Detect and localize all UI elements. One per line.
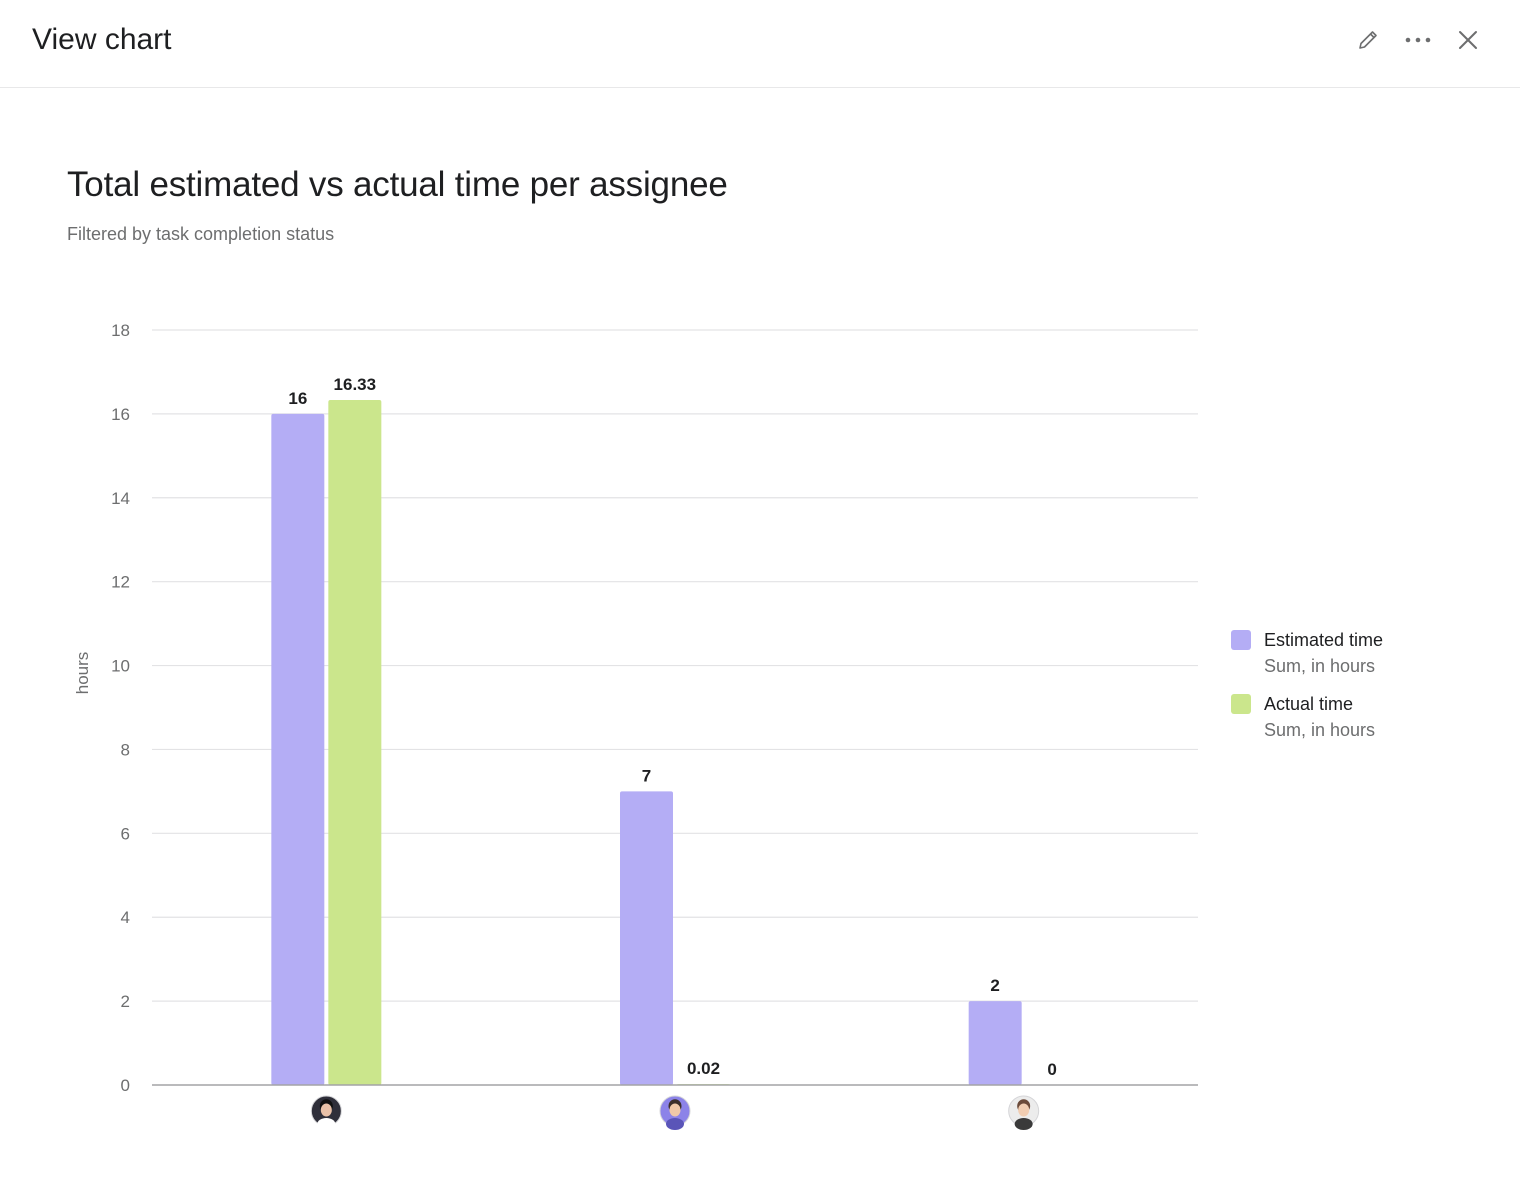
avatar-face [320,1103,332,1117]
bar-actual [328,400,382,1085]
assignee-avatar[interactable] [659,1095,691,1130]
assignee-avatar[interactable] [1008,1095,1040,1130]
y-axis-label: hours [73,652,92,695]
y-tick-label: 0 [121,1076,130,1095]
legend-description: Sum, in hours [1264,656,1376,676]
dialog-title: View chart [32,23,172,56]
more-dots-icon [1405,37,1431,43]
bar-estimated [968,1001,1022,1085]
chart-subtitle: Filtered by task completion status [67,224,335,244]
chart-legend: Estimated time Sum, in hours Actual time… [1231,628,1491,756]
legend-swatch-estimated [1231,630,1251,650]
legend-item-actual[interactable]: Actual time Sum, in hours [1231,692,1491,744]
y-tick-label: 12 [111,573,130,592]
legend-swatch-actual [1231,694,1251,714]
close-button[interactable] [1452,24,1484,56]
more-options-button[interactable] [1402,24,1434,56]
y-tick-label: 2 [121,992,130,1011]
y-tick-label: 16 [111,405,130,424]
avatar-face [669,1103,681,1117]
bar-estimated [271,413,325,1085]
y-tick-label: 6 [121,824,130,843]
y-tick-label: 10 [111,657,130,676]
bar-value-label: 16.33 [334,375,377,394]
header-actions [1352,24,1484,56]
pencil-icon [1359,31,1377,49]
y-tick-label: 8 [121,740,130,759]
dialog-header: View chart [0,0,1520,88]
close-icon [1459,31,1477,49]
bar-value-label: 2 [990,976,999,995]
chart-title: Total estimated vs actual time per assig… [67,165,728,204]
legend-label: Actual time [1264,694,1354,714]
bar-value-label: 0.02 [687,1059,720,1078]
avatar-shoulders [1014,1118,1033,1130]
bar-estimated [620,791,673,1085]
y-tick-label: 18 [111,321,130,340]
legend-description: Sum, in hours [1264,720,1376,740]
avatar-shoulders [666,1118,684,1130]
y-tick-label: 4 [121,908,130,927]
bar-value-label: 16 [288,389,307,408]
bar-value-label: 7 [642,766,651,785]
legend-label: Estimated time [1264,630,1384,650]
y-tick-label: 14 [111,489,130,508]
bar-value-label: 0 [1047,1060,1056,1079]
legend-item-estimated[interactable]: Estimated time Sum, in hours [1231,628,1491,680]
edit-button[interactable] [1352,24,1384,56]
avatar-shoulders [317,1118,336,1130]
avatar-face [1018,1103,1030,1117]
assignee-avatar[interactable] [310,1095,342,1130]
